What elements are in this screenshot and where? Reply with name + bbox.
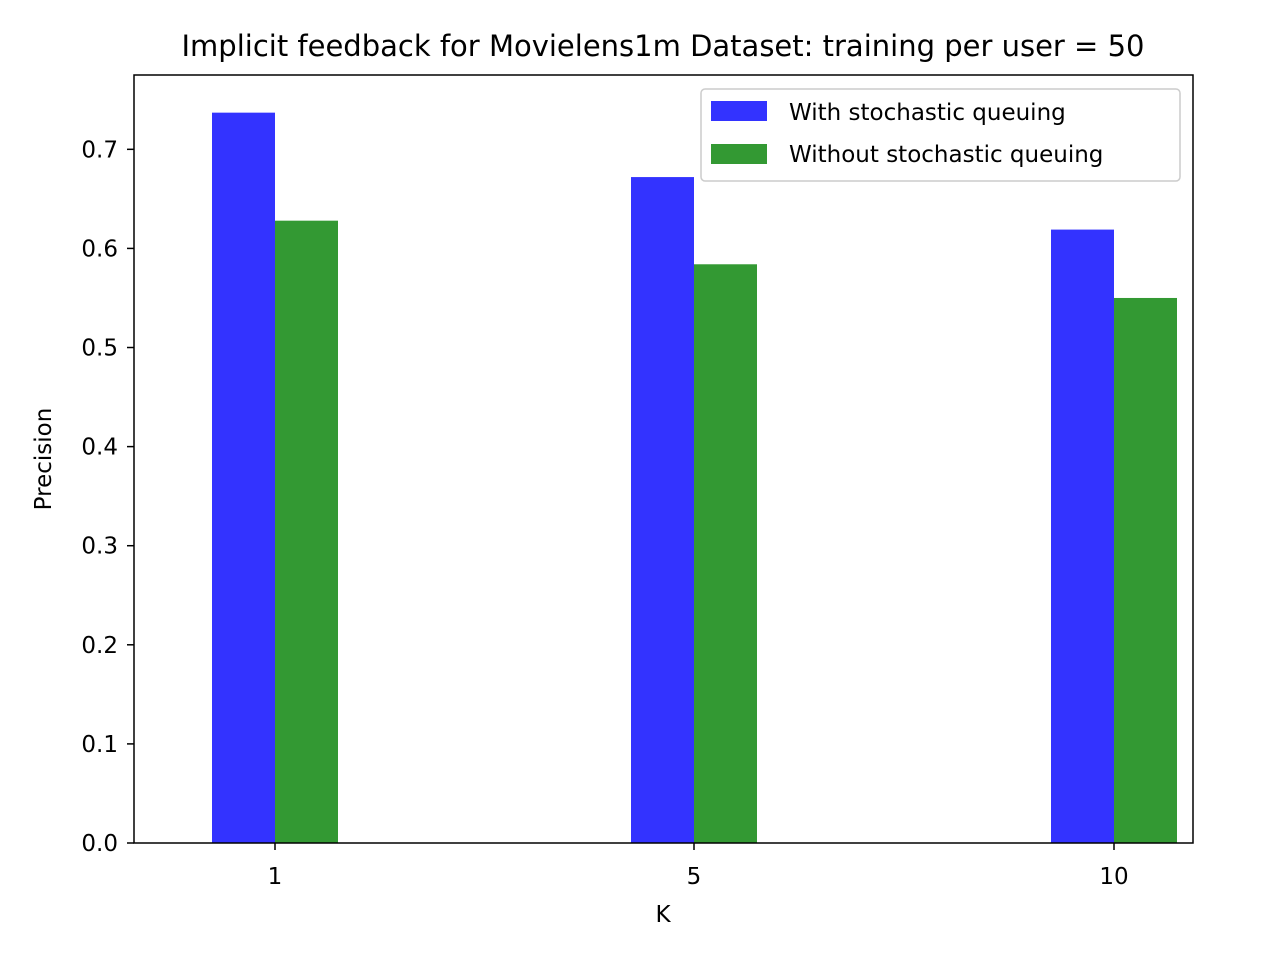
x-axis-label: K (655, 902, 671, 928)
bar-without-stochastic-k1 (275, 220, 338, 844)
y-tick-label: 0.6 (81, 236, 118, 262)
bar-without-stochastic-k5 (694, 264, 757, 843)
y-tick-label: 0.1 (81, 732, 118, 758)
y-axis: 0.0 0.1 0.2 0.3 0.4 0.5 0.6 0.7 (81, 137, 134, 857)
bar-with-stochastic-k10 (1051, 229, 1114, 844)
y-axis-label: Precision (31, 408, 57, 511)
y-tick-label: 0.0 (81, 831, 118, 857)
legend-label-without-stochastic: Without stochastic queuing (789, 142, 1103, 168)
bars-group (212, 112, 1177, 844)
x-tick-label: 1 (268, 864, 283, 890)
y-tick-label: 0.3 (81, 534, 118, 560)
x-tick-label: 10 (1099, 864, 1128, 890)
y-tick-label: 0.2 (81, 633, 118, 659)
y-tick-label: 0.4 (81, 435, 118, 461)
bar-with-stochastic-k1 (212, 112, 275, 843)
y-tick-label: 0.7 (81, 137, 118, 163)
legend-label-with-stochastic: With stochastic queuing (789, 100, 1066, 126)
legend-swatch-with-stochastic (711, 101, 767, 121)
legend-swatch-without-stochastic (711, 144, 767, 164)
y-tick-label: 0.5 (81, 336, 118, 362)
x-axis: 1 5 10 (268, 843, 1129, 890)
legend-frame (700, 88, 1181, 182)
bar-without-stochastic-k10 (1114, 297, 1177, 843)
x-tick-label: 5 (687, 864, 702, 890)
legend: With stochastic queuing Without stochast… (700, 88, 1181, 182)
plot-area-frame (133, 74, 1194, 844)
chart-title: Implicit feedback for Movielens1m Datase… (182, 29, 1145, 63)
bar-with-stochastic-k5 (631, 177, 694, 843)
